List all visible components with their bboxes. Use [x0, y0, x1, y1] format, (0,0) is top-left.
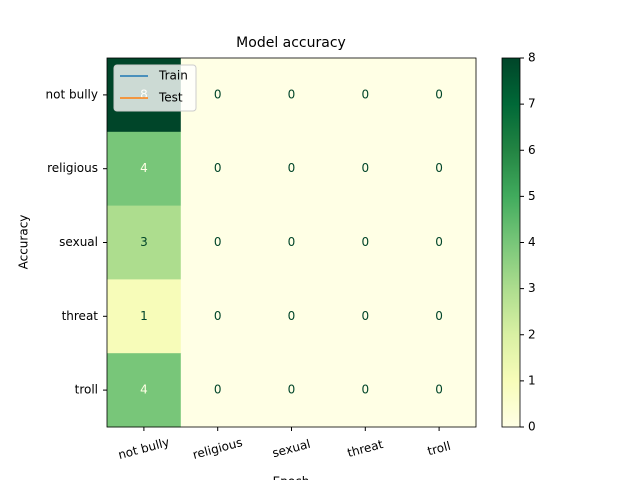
heatmap-cell	[254, 353, 329, 428]
cell-label: 0	[288, 235, 296, 249]
heatmap-cell	[107, 279, 182, 354]
colorbar-tick-label: 6	[528, 143, 536, 157]
x-tick-label: threat	[346, 437, 385, 460]
heatmap-cell	[180, 131, 256, 207]
x-tick-label: religious	[191, 435, 244, 462]
colorbar	[501, 57, 521, 428]
x-tick-label: sexual	[271, 437, 312, 461]
heatmap-cell	[328, 353, 403, 428]
x-tick-label: troll	[426, 439, 452, 459]
cell-label: 4	[140, 161, 148, 175]
y-tick-label: religious	[47, 161, 98, 175]
colorbar-tick-label: 2	[528, 327, 536, 341]
cell-label: 0	[214, 87, 222, 101]
cell-label: 0	[361, 87, 369, 101]
cell-label: 1	[140, 309, 148, 323]
y-tick-label: sexual	[59, 235, 98, 249]
chart-title: Model accuracy	[236, 35, 346, 51]
cell-label: 0	[435, 235, 443, 249]
heatmap-cell	[254, 58, 329, 133]
cell-label: 0	[214, 161, 222, 175]
colorbar-tick-label: 8	[528, 51, 536, 65]
heatmap-cell	[328, 279, 403, 354]
cell-label: 3	[140, 235, 148, 249]
cell-label: 0	[361, 309, 369, 323]
heatmap-cell	[402, 58, 477, 133]
y-tick-label: not bully	[46, 87, 98, 101]
cell-label: 0	[361, 235, 369, 249]
heatmap-cell	[107, 131, 182, 207]
cell-label: 0	[288, 309, 296, 323]
heatmap-cell	[402, 279, 477, 354]
colorbar-tick-label: 4	[528, 235, 536, 249]
heatmap-cell	[402, 353, 477, 428]
legend: Train Test	[113, 64, 197, 112]
colorbar-tick-label: 3	[528, 281, 536, 295]
heatmap-cell	[328, 205, 403, 280]
heatmap-cell	[254, 279, 329, 354]
cell-label: 0	[214, 383, 222, 397]
cell-label: 0	[361, 161, 369, 175]
heatmap-cell	[254, 205, 329, 280]
heatmap-cell	[180, 279, 256, 354]
colorbar-tick-label: 1	[528, 373, 536, 387]
x-axis-label: Epoch	[273, 475, 310, 480]
heatmap-cell	[180, 353, 256, 428]
heatmap-cell	[402, 131, 477, 207]
heatmap-cell	[328, 131, 403, 207]
cell-label: 0	[288, 161, 296, 175]
y-tick-label: troll	[75, 383, 98, 397]
heatmap-cell	[254, 131, 329, 207]
cell-label: 0	[435, 87, 443, 101]
colorbar-tick-label: 5	[528, 189, 536, 203]
heatmap-cell	[107, 205, 182, 280]
legend-label: Train	[158, 69, 188, 83]
cell-label: 0	[435, 383, 443, 397]
cell-label: 0	[288, 383, 296, 397]
heatmap-cell	[328, 58, 403, 133]
colorbar-tick-label: 7	[528, 97, 536, 111]
cell-label: 4	[140, 383, 148, 397]
heatmap-cell	[107, 353, 182, 428]
x-tick-label: not bully	[117, 435, 171, 462]
cell-label: 0	[288, 87, 296, 101]
y-tick-label: threat	[62, 309, 99, 323]
heatmap-cell	[180, 205, 256, 280]
cell-label: 0	[361, 383, 369, 397]
cell-label: 0	[435, 309, 443, 323]
y-axis-label: Accuracy	[17, 215, 31, 270]
cell-label: 0	[214, 309, 222, 323]
heatmap-cell	[402, 205, 477, 280]
colorbar-tick-label: 0	[528, 420, 536, 434]
cell-label: 0	[214, 235, 222, 249]
legend-label: Test	[158, 91, 183, 105]
cell-label: 0	[435, 161, 443, 175]
